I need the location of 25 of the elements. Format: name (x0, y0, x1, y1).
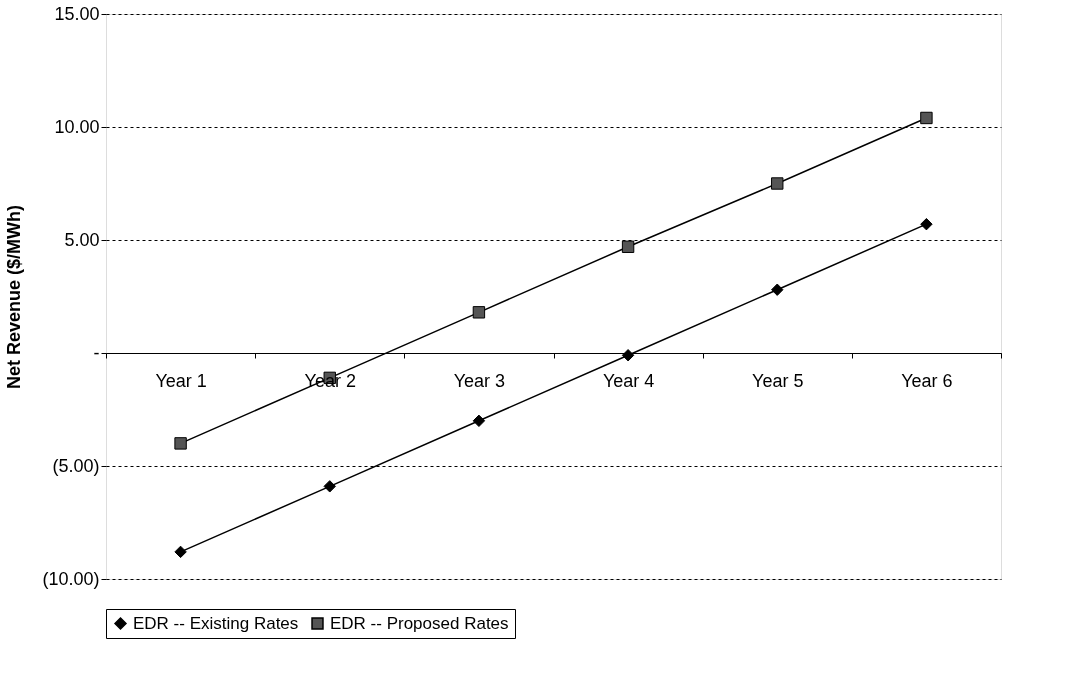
legend-label: EDR -- Proposed Rates (330, 613, 509, 633)
x-tick-label: Year 1 (155, 370, 207, 391)
x-tick-label: Year 6 (901, 370, 953, 391)
point (472, 306, 486, 319)
point (174, 545, 187, 559)
point (920, 111, 933, 125)
y-tick-label: (5.00) (52, 455, 100, 476)
y-tick-label: 15.00 (54, 3, 100, 24)
point (771, 283, 784, 296)
y-tick-label: 10.00 (54, 116, 100, 137)
point (472, 414, 486, 427)
point (621, 240, 635, 253)
y-tick-label: 5.00 (64, 229, 100, 250)
legend-label: EDR -- Existing Rates (133, 613, 299, 633)
point (920, 217, 933, 231)
point (323, 480, 336, 493)
y-tick-label: - (93, 342, 100, 363)
point (174, 437, 187, 450)
x-tick-label: Year 4 (602, 370, 655, 391)
x-tick-label: Year 5 (752, 370, 804, 391)
y-tick-label: (10.00) (42, 568, 100, 589)
point (621, 349, 635, 362)
point (771, 177, 784, 190)
x-tick-label: Year 3 (453, 370, 506, 391)
y-axis-title: Net Revenue ($/MWh) (4, 204, 25, 390)
